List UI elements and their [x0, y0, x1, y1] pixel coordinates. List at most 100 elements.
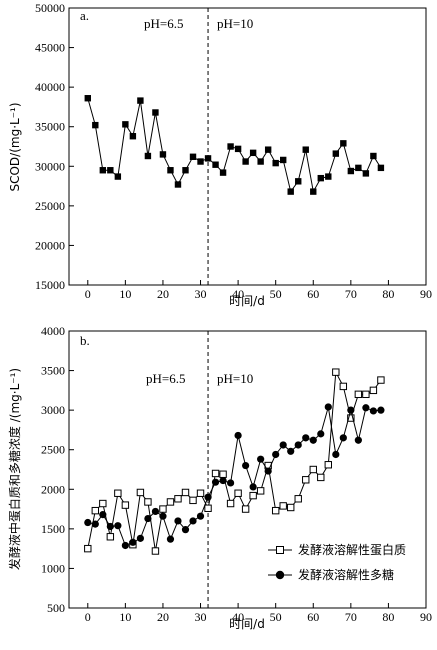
series-0-point-32 — [324, 461, 332, 469]
series-0-point-25 — [272, 159, 279, 167]
series-0-point-22 — [249, 149, 257, 157]
series-0-point-21 — [241, 505, 250, 513]
series-1-point-21 — [242, 461, 250, 470]
series-0-point-3 — [106, 533, 115, 541]
x-tick-label-10: 10 — [119, 610, 131, 624]
series-1-point-19 — [226, 479, 235, 487]
series-1-point-8 — [144, 514, 152, 523]
series-1-point-38 — [369, 407, 377, 415]
series-0-point-18 — [219, 470, 227, 478]
series-0-point-28 — [294, 495, 302, 503]
series-0-point-26 — [279, 502, 287, 510]
panel-a-annotation-ph-10: pH=10 — [217, 16, 253, 31]
series-0-point-32 — [325, 173, 332, 180]
series-0-point-11 — [166, 498, 175, 506]
series-0-point-8 — [144, 498, 152, 506]
y-tick-label-1000: 1000 — [41, 561, 65, 575]
legend-polysaccharide-label: 发酵液溶解性多糖 — [298, 567, 394, 582]
series-1-point-13 — [181, 526, 190, 534]
series-0-point-28 — [295, 178, 302, 185]
x-tick-label-80: 80 — [382, 287, 394, 301]
x-tick-label-40: 40 — [232, 287, 244, 301]
x-tick-label-80: 80 — [382, 610, 394, 624]
legend-polysaccharide-marker — [275, 570, 285, 580]
series-0-point-15 — [197, 158, 204, 165]
y-tick-label-45000: 45000 — [35, 41, 65, 55]
y-tick-label-30000: 30000 — [35, 159, 65, 173]
panel-b-x-axis-title: 时间/d — [229, 617, 265, 631]
series-0-line — [87, 370, 382, 552]
series-0-point-4 — [114, 173, 122, 180]
series-0-point-20 — [234, 489, 242, 497]
series-1-line — [87, 406, 381, 547]
series-1-point-36 — [354, 436, 362, 444]
series-0-point-21 — [242, 158, 249, 165]
panel-a-annotation-ph-6-5: pH=6.5 — [144, 16, 183, 31]
series-0-point-37 — [362, 390, 370, 399]
y-tick-label-4000: 4000 — [41, 324, 65, 338]
x-tick-label-40: 40 — [232, 610, 244, 624]
series-1-point-14 — [189, 517, 197, 525]
series-0-point-9 — [151, 547, 160, 555]
panel-a-label: a. — [80, 8, 89, 23]
panel-a-plot-frame — [68, 7, 427, 286]
panel-a-series — [84, 95, 385, 195]
series-0-point-19 — [226, 499, 235, 508]
panel-b-plot-frame — [68, 330, 427, 609]
series-1-point-29 — [302, 434, 310, 442]
series-1-point-22 — [249, 483, 257, 491]
legend-protein-label: 发酵液溶解性蛋白质 — [298, 542, 406, 557]
series-0-point-19 — [227, 143, 234, 150]
x-tick-label-90: 90 — [420, 287, 432, 301]
x-tick-label-70: 70 — [345, 610, 357, 624]
series-0-point-27 — [287, 503, 295, 512]
series-0-point-17 — [212, 161, 219, 168]
series-0-point-38 — [369, 386, 378, 395]
series-1-point-26 — [279, 441, 287, 449]
series-1-point-7 — [136, 534, 144, 542]
series-1-point-16 — [204, 493, 212, 501]
series-1-point-28 — [294, 441, 302, 449]
y-tick-label-2000: 2000 — [41, 482, 65, 496]
series-0-point-36 — [355, 164, 362, 172]
series-0-point-2 — [99, 499, 107, 508]
series-0-point-11 — [167, 167, 174, 174]
series-0-point-29 — [302, 476, 310, 484]
x-tick-label-30: 30 — [195, 287, 207, 301]
x-tick-label-0: 0 — [85, 287, 91, 301]
series-1-point-2 — [99, 511, 107, 519]
series-0-point-23 — [256, 487, 265, 495]
series-1-point-10 — [159, 512, 167, 520]
series-0-point-33 — [332, 150, 340, 157]
series-0-point-1 — [91, 506, 100, 515]
x-tick-label-90: 90 — [420, 610, 432, 624]
series-0-point-15 — [196, 489, 205, 497]
x-tick-label-60: 60 — [307, 287, 319, 301]
series-1-point-17 — [211, 478, 220, 486]
series-0-point-35 — [347, 167, 355, 175]
series-0-point-33 — [332, 368, 340, 376]
series-1-point-31 — [317, 430, 325, 438]
series-1-point-35 — [347, 406, 355, 414]
series-0-point-14 — [189, 496, 197, 505]
y-tick-label-20000: 20000 — [35, 238, 65, 252]
series-1-point-34 — [339, 434, 347, 442]
x-tick-label-60: 60 — [307, 610, 319, 624]
series-0-point-39 — [377, 376, 385, 384]
x-tick-label-20: 20 — [157, 287, 169, 301]
panel-b-annotation-ph-10: pH=10 — [217, 371, 253, 386]
panel-b-legend: 发酵液溶解性蛋白质 发酵液溶解性多糖 — [266, 540, 416, 584]
series-1-point-20 — [234, 431, 242, 440]
y-tick-label-1500: 1500 — [41, 522, 65, 536]
series-0-point-12 — [174, 495, 182, 503]
panel-a-y-axis-title: SCOD/(mg·L⁻¹) — [8, 102, 22, 191]
series-1-point-1 — [91, 520, 99, 528]
y-tick-label-40000: 40000 — [35, 80, 65, 94]
series-1-point-0 — [84, 518, 92, 527]
panel-b-label: b. — [80, 333, 90, 348]
panel-b-y-axis-title: 发酵液中蛋白质和多糖浓度 /(mg·L⁻¹) — [7, 368, 22, 570]
series-0-point-18 — [219, 169, 227, 176]
series-0-point-0 — [84, 544, 92, 553]
series-0-point-5 — [121, 501, 130, 509]
